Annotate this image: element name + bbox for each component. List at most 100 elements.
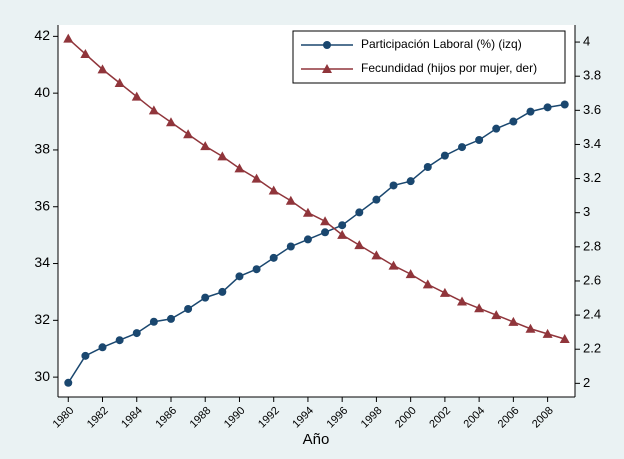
point (64, 378, 73, 387)
legend-label: Fecundidad (hijos por mujer, der) (361, 61, 537, 75)
x-tick-label: 2006 (496, 405, 522, 431)
y2-tick-label: 3.8 (583, 68, 601, 83)
x-tick-label: 2008 (530, 405, 556, 431)
y-tick-label: 30 (34, 368, 50, 384)
x-tick-label: 1988 (188, 405, 214, 431)
point (559, 333, 570, 343)
point (354, 240, 365, 250)
point (338, 221, 347, 230)
y-tick-label: 32 (34, 311, 50, 327)
point (542, 328, 553, 338)
point (440, 151, 449, 160)
legend-label: Participación Laboral (%) (izq) (361, 37, 522, 51)
point (543, 103, 552, 112)
x-tick-label: 2004 (462, 405, 488, 431)
y2-tick-label: 3 (583, 204, 590, 219)
x-tick-label: 1980 (51, 405, 77, 431)
point (423, 162, 432, 171)
y2-tick-label: 2.4 (583, 307, 601, 322)
point (131, 91, 142, 101)
point (321, 228, 330, 237)
point (405, 269, 416, 279)
legend-marker (322, 64, 332, 73)
x-tick-label: 1994 (290, 405, 316, 431)
point (217, 151, 228, 161)
x-tick-label: 2002 (427, 405, 453, 431)
point (183, 129, 194, 139)
point (303, 235, 312, 244)
point (268, 185, 279, 195)
point (98, 343, 107, 352)
point (508, 316, 519, 326)
x-tick-label: 1982 (85, 405, 111, 431)
y-tick-label: 42 (34, 27, 50, 43)
point (439, 287, 450, 297)
point (458, 143, 467, 152)
point (286, 242, 295, 251)
point (201, 293, 210, 302)
point (234, 163, 245, 173)
y-tick-label: 38 (34, 141, 50, 157)
x-tick-label: 1984 (119, 405, 145, 431)
point (63, 33, 74, 43)
point (218, 287, 227, 296)
y2-tick-label: 3.4 (583, 136, 601, 151)
point (457, 296, 468, 306)
x-tick-label: 1998 (359, 405, 385, 431)
point (148, 105, 159, 115)
point (320, 216, 331, 226)
y2-tick-label: 3.6 (583, 102, 601, 117)
point (235, 272, 244, 281)
point (80, 49, 91, 59)
point (491, 310, 502, 320)
x-tick-label: 2000 (393, 405, 419, 431)
point (251, 173, 262, 183)
point (184, 304, 193, 313)
point (149, 317, 158, 326)
y-tick-label: 40 (34, 84, 50, 100)
y2-tick-label: 2.6 (583, 272, 601, 287)
point (252, 265, 261, 274)
point (337, 229, 348, 239)
point (114, 78, 125, 88)
x-tick-label: 1992 (256, 405, 282, 431)
point (372, 195, 381, 204)
legend-box (292, 30, 566, 84)
point (269, 253, 278, 262)
y2-tick-label: 2.8 (583, 238, 601, 253)
point (132, 329, 141, 338)
x-tick-label: 1996 (325, 405, 351, 431)
point (285, 195, 296, 205)
point (560, 100, 569, 109)
point (475, 136, 484, 145)
point (200, 141, 211, 151)
y2-tick-label: 2 (583, 375, 590, 390)
point (388, 260, 399, 270)
point (525, 323, 536, 333)
point (97, 64, 108, 74)
point (166, 314, 175, 323)
point (422, 279, 433, 289)
legend-marker (323, 41, 331, 49)
point (115, 336, 124, 345)
point (165, 117, 176, 127)
point (371, 250, 382, 260)
x-axis-title: Año (303, 431, 330, 448)
point (81, 351, 90, 360)
y2-tick-label: 4 (583, 34, 590, 49)
x-tick-label: 1986 (153, 405, 179, 431)
x-tick-label: 1990 (222, 405, 248, 431)
y2-tick-label: 2.2 (583, 341, 601, 356)
y-tick-label: 34 (34, 254, 50, 270)
point (492, 124, 501, 133)
point (474, 303, 485, 313)
y2-tick-label: 3.2 (583, 170, 601, 185)
point (355, 208, 364, 217)
point (389, 181, 398, 190)
point (302, 207, 313, 217)
point (406, 177, 415, 186)
plot-area (58, 25, 575, 397)
y-tick-label: 36 (34, 197, 50, 213)
